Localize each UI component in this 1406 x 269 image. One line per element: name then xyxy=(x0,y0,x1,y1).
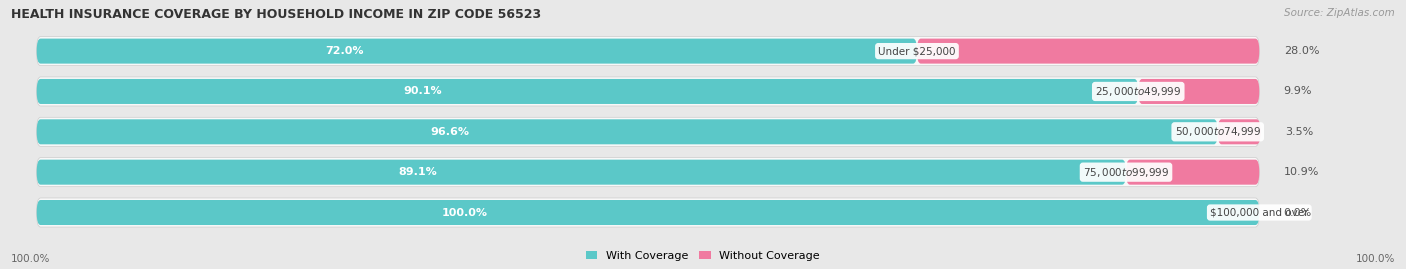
Text: 100.0%: 100.0% xyxy=(1355,254,1395,264)
FancyBboxPatch shape xyxy=(37,200,1260,225)
Text: 10.9%: 10.9% xyxy=(1284,167,1319,177)
Text: 72.0%: 72.0% xyxy=(326,46,364,56)
Text: 100.0%: 100.0% xyxy=(441,207,488,218)
Text: 96.6%: 96.6% xyxy=(430,127,470,137)
Text: $75,000 to $99,999: $75,000 to $99,999 xyxy=(1083,166,1170,179)
FancyBboxPatch shape xyxy=(1139,79,1260,104)
Text: Source: ZipAtlas.com: Source: ZipAtlas.com xyxy=(1284,8,1395,18)
FancyBboxPatch shape xyxy=(37,158,1260,187)
FancyBboxPatch shape xyxy=(37,38,917,63)
Text: 9.9%: 9.9% xyxy=(1284,86,1312,97)
Legend: With Coverage, Without Coverage: With Coverage, Without Coverage xyxy=(586,251,820,261)
Text: 89.1%: 89.1% xyxy=(398,167,437,177)
Text: 28.0%: 28.0% xyxy=(1284,46,1319,56)
FancyBboxPatch shape xyxy=(37,198,1260,227)
Text: 100.0%: 100.0% xyxy=(11,254,51,264)
Text: HEALTH INSURANCE COVERAGE BY HOUSEHOLD INCOME IN ZIP CODE 56523: HEALTH INSURANCE COVERAGE BY HOUSEHOLD I… xyxy=(11,8,541,21)
Text: $50,000 to $74,999: $50,000 to $74,999 xyxy=(1174,125,1261,138)
Text: $100,000 and over: $100,000 and over xyxy=(1211,207,1309,218)
Text: $25,000 to $49,999: $25,000 to $49,999 xyxy=(1095,85,1181,98)
FancyBboxPatch shape xyxy=(37,79,1139,104)
FancyBboxPatch shape xyxy=(1126,160,1260,185)
FancyBboxPatch shape xyxy=(37,37,1260,66)
FancyBboxPatch shape xyxy=(1218,119,1261,144)
Text: 3.5%: 3.5% xyxy=(1285,127,1313,137)
FancyBboxPatch shape xyxy=(37,117,1260,146)
Text: 0.0%: 0.0% xyxy=(1284,207,1312,218)
Text: Under $25,000: Under $25,000 xyxy=(879,46,956,56)
FancyBboxPatch shape xyxy=(917,38,1260,63)
FancyBboxPatch shape xyxy=(37,77,1260,106)
Text: 90.1%: 90.1% xyxy=(404,86,441,97)
FancyBboxPatch shape xyxy=(37,160,1126,185)
FancyBboxPatch shape xyxy=(37,119,1218,144)
